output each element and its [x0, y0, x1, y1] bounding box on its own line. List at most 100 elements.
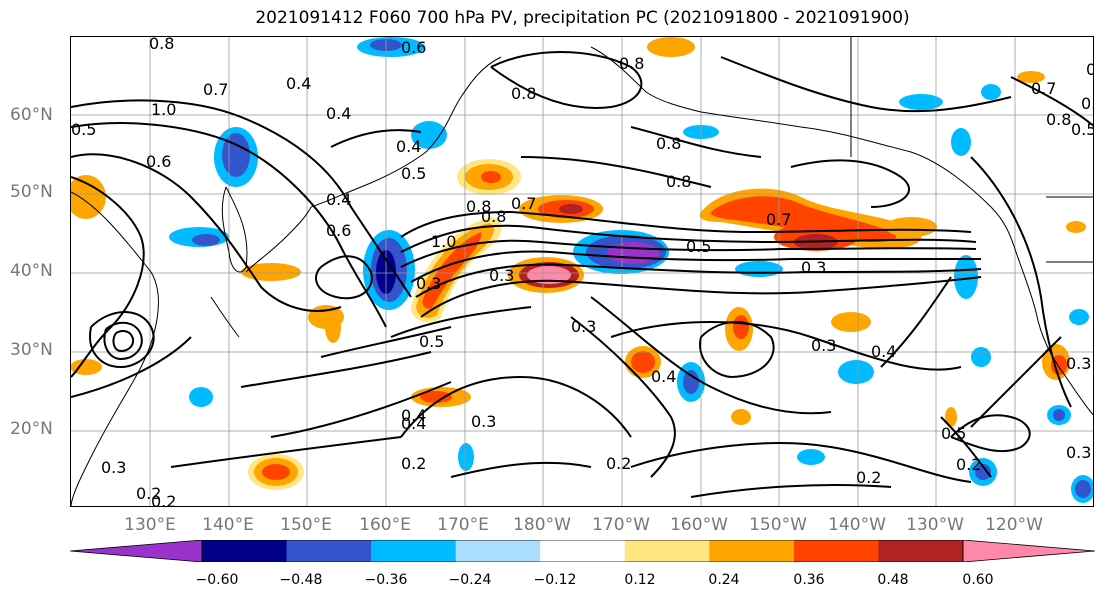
colorbar-tick: 0.24	[708, 572, 740, 588]
colorbar-frame	[201, 540, 964, 562]
contour-label: 0.3	[801, 258, 826, 277]
shade-blue-area	[1069, 309, 1089, 325]
colorbar-tick: −0.24	[448, 572, 492, 588]
contour-label: 0.6	[326, 221, 351, 240]
contour-label: 0.8	[619, 54, 644, 73]
lat-label-40n: 40°N	[10, 261, 53, 281]
shade-blue-area	[971, 347, 991, 367]
lon-label-170e: 170°E	[437, 515, 489, 535]
contour-label: 0.6	[401, 38, 426, 57]
map-panel: 0.8 0.6 0.8 0.4 0.7 0.5 1.0 0.6 0.8 0.4 0.5 0.4 0.8 0…	[70, 36, 1094, 507]
colorbar-segment	[455, 540, 541, 562]
contour-label: 0.5	[401, 164, 426, 183]
lon-label-130e: 130°E	[124, 515, 176, 535]
pv-contours	[71, 51, 1093, 498]
contour-label: 0.2	[856, 468, 881, 487]
lon-label-140w: 140°W	[828, 515, 886, 535]
colorbar-tick: −0.36	[364, 572, 408, 588]
contour-label: 0.2	[956, 455, 981, 474]
contour-label: 0.4	[401, 406, 426, 425]
contour-label: 0.4	[1086, 60, 1094, 79]
contour-label: 0.4	[326, 104, 351, 123]
contour-label: 0.3	[1066, 443, 1091, 462]
contour-label: 0.4	[871, 342, 896, 361]
contour-label: 0.3	[416, 274, 441, 293]
colorbar-tick: 0.36	[793, 572, 825, 588]
shade-blue-area	[189, 387, 213, 407]
lon-label-150e: 150°E	[280, 515, 332, 535]
shade-red-area	[631, 351, 655, 373]
contour-label: 0.2	[401, 454, 426, 473]
colorbar-segment	[540, 540, 626, 562]
shade-blue-area	[899, 94, 943, 110]
shade-blue-area	[797, 449, 825, 465]
contour-label: 0.5	[686, 237, 711, 256]
shade-orange-area	[831, 312, 871, 332]
lon-label-180w: 180°W	[513, 515, 571, 535]
lat-label-50n: 50°N	[10, 182, 53, 202]
contour-label: 0.3	[571, 317, 596, 336]
contour-labels: 0.8 0.60.80.40.70.51.00.60.80.40.50.4 0.80…	[71, 37, 1094, 506]
shade-darkblue-area	[192, 234, 220, 246]
colorbar-tick: −0.12	[533, 572, 577, 588]
colorbar-tick: 0.12	[624, 572, 656, 588]
lat-label-60n: 60°N	[10, 105, 53, 125]
colorbar-right-arrow	[962, 540, 1095, 562]
contour-label: 0.3	[811, 336, 836, 355]
contour-label: 0.8	[149, 37, 174, 53]
lon-label-170w: 170°W	[592, 515, 650, 535]
contour-label: 0.3	[489, 266, 514, 285]
colorbar-tick: 0.48	[877, 572, 909, 588]
colorbar-segment	[878, 540, 964, 562]
shade-darkred-area	[559, 204, 583, 214]
shade-blue-area	[458, 443, 474, 471]
shade-orange-area	[1017, 71, 1045, 83]
shade-darkblue-area	[683, 370, 699, 394]
coastlines	[71, 37, 1093, 506]
shade-darkblue-area	[1075, 480, 1091, 498]
map-canvas: 0.8 0.60.80.40.70.51.00.60.80.40.50.4 0.80…	[71, 37, 1094, 506]
colorbar-segment	[286, 540, 372, 562]
shade-orange-area	[731, 409, 751, 425]
shade-orange-area	[71, 359, 102, 375]
contour-label: 0.4	[651, 367, 676, 386]
shade-pink-area	[527, 266, 571, 284]
contour-label: 0.5	[71, 120, 96, 139]
contour-label: 0.2	[136, 484, 161, 503]
contour-label: 0.8	[481, 207, 506, 226]
shade-orange-area	[241, 263, 301, 281]
shade-darkblue-area	[1053, 409, 1065, 421]
shade-orange-area	[1066, 221, 1086, 233]
shade-blue-area	[951, 128, 971, 156]
contour-label: 0.7	[766, 210, 791, 229]
contour-label: 0.5	[419, 332, 444, 351]
colorbar-segment	[371, 540, 457, 562]
lon-label-120w: 120°W	[985, 515, 1043, 535]
shade-red-area	[262, 464, 290, 480]
colorbar-tick: −0.60	[195, 572, 239, 588]
colorbar-tick: −0.48	[279, 572, 323, 588]
contour-label: 0.3	[1066, 354, 1091, 373]
shade-blue-area	[735, 261, 783, 277]
colorbar-segment	[202, 540, 288, 562]
contour-label: 0.3	[101, 458, 126, 477]
contour-label: 0.5	[1081, 94, 1094, 113]
contour-label: 0.4	[401, 414, 426, 433]
lon-label-150w: 150°W	[749, 515, 807, 535]
lat-label-20n: 20°N	[10, 419, 53, 439]
contour-label: 0.4	[286, 74, 311, 93]
shade-purple-area	[607, 242, 659, 264]
contour-label: 0.3	[471, 412, 496, 431]
contour-label: 0.7	[511, 194, 536, 213]
shade-orange-area	[71, 175, 106, 219]
colorbar-segment	[709, 540, 795, 562]
contour-label: 0.2	[606, 454, 631, 473]
contour-label: 0.7	[203, 80, 228, 99]
contour-label: 0.8	[511, 84, 536, 103]
contour-label: 0.8	[466, 197, 491, 216]
lon-label-160e: 160°E	[359, 515, 411, 535]
shading-layer	[71, 37, 1093, 503]
colorbar-tick: 0.60	[962, 572, 994, 588]
map-title: 2021091412 F060 700 hPa PV, precipitatio…	[255, 8, 910, 28]
lon-label-140e: 140°E	[202, 515, 254, 535]
